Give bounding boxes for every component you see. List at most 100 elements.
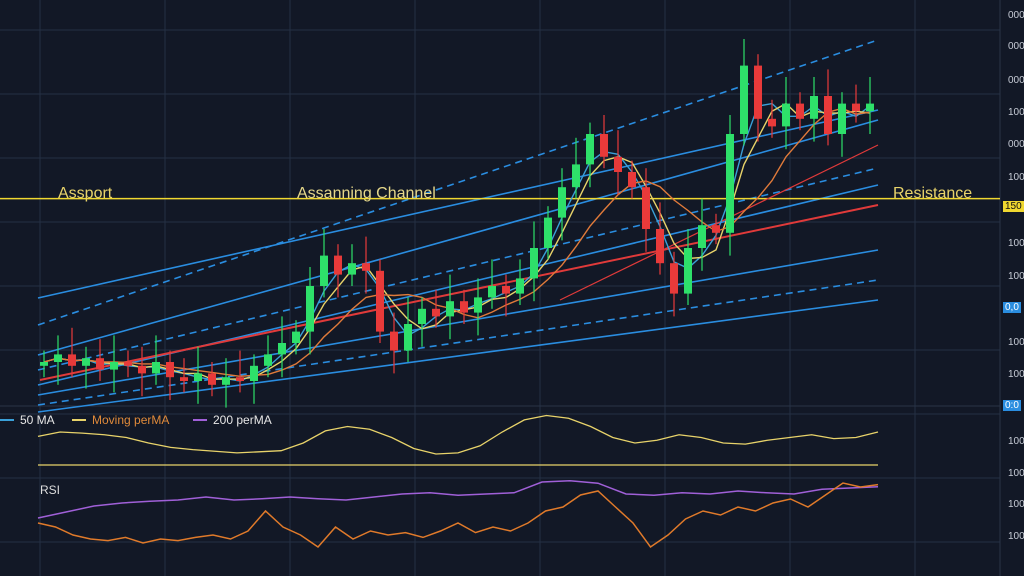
candle-body <box>600 134 608 157</box>
candle-body <box>726 134 734 233</box>
candle-body <box>628 172 636 188</box>
candle-body <box>306 286 314 332</box>
candle-body <box>684 248 692 294</box>
candle-body <box>488 286 496 298</box>
legend-swatch <box>72 419 86 421</box>
candle-body <box>852 103 860 112</box>
candle-body <box>166 362 174 378</box>
candle-body <box>390 331 398 351</box>
candle-body <box>208 373 216 385</box>
price-axis-label: 150 <box>1003 201 1024 212</box>
candle-body <box>516 278 524 294</box>
legend-swatch <box>193 419 207 421</box>
candle-body <box>110 362 118 370</box>
candle-body <box>68 354 76 366</box>
ma-line <box>43 107 871 378</box>
candle-body <box>222 377 230 385</box>
candle-body <box>572 164 580 188</box>
price-axis-label: 000 <box>1008 10 1024 21</box>
price-axis-label: 100 <box>1008 238 1024 249</box>
candle-body <box>502 286 510 294</box>
channel-label: Assanning Channel <box>297 185 436 202</box>
channel-line <box>37 279 879 406</box>
resistance-label: Resistance <box>893 185 973 202</box>
price-axis-label: 100 <box>1008 531 1024 542</box>
candle-body <box>614 156 622 172</box>
candle-body <box>656 229 664 264</box>
price-axis-label: 100 <box>1008 271 1024 282</box>
legend-swatch <box>0 419 14 421</box>
candle-body <box>446 301 454 317</box>
candle-body <box>642 187 650 229</box>
candle-body <box>404 324 412 351</box>
candle-body <box>320 255 328 286</box>
candle-body <box>292 331 300 343</box>
channel-line <box>37 109 879 299</box>
candle-body <box>460 301 468 313</box>
legend-label: 50 MA <box>20 413 55 427</box>
candle-body <box>264 354 272 366</box>
candle-body <box>474 297 482 313</box>
price-axis-label: 100 <box>1008 499 1024 510</box>
candle-body <box>530 248 538 279</box>
price-axis-label: 100 <box>1008 468 1024 479</box>
candle-body <box>740 65 748 134</box>
rsi-line <box>37 482 879 549</box>
price-axis-label: 100 <box>1008 369 1024 380</box>
price-axis-label: 100 <box>1008 172 1024 183</box>
candle-body <box>782 103 790 127</box>
price-axis-label: 000 <box>1008 139 1024 150</box>
candle-body <box>866 103 874 112</box>
channel-line <box>37 39 879 326</box>
price-axis-label: 100 <box>1008 107 1024 118</box>
candle-body <box>124 362 132 366</box>
legend-200ma: 200 perMA <box>193 413 272 427</box>
candle-body <box>194 373 202 381</box>
candle-body <box>698 225 706 248</box>
candle-body <box>418 308 426 324</box>
channel-line <box>37 249 879 396</box>
candle-body <box>54 354 62 362</box>
candle-body <box>348 263 356 275</box>
candle-body <box>96 358 104 370</box>
candle-body <box>432 308 440 317</box>
candle-body <box>152 362 160 374</box>
price-axis-label: 0,0 <box>1003 302 1021 313</box>
price-axis-label: 100 <box>1008 337 1024 348</box>
candle-body <box>138 365 146 374</box>
candle-body <box>754 65 762 119</box>
legend-label: Moving perMA <box>92 413 170 427</box>
candle-body <box>376 270 384 332</box>
candle-body <box>586 134 594 165</box>
candle-body <box>796 103 804 119</box>
candle-body <box>278 343 286 355</box>
channel-line <box>37 299 879 413</box>
price-axis-label: 0:0 <box>1003 400 1021 411</box>
candle-body <box>40 362 48 366</box>
candle-body <box>236 377 244 381</box>
rsi-label: RSI <box>40 483 61 497</box>
candle-body <box>82 358 90 366</box>
candle-body <box>768 118 776 127</box>
legend-moving-ma: Moving perMA <box>72 413 169 427</box>
trend-line <box>39 204 879 381</box>
channel-line <box>37 119 879 356</box>
trend-line <box>559 144 879 301</box>
candle-body <box>250 365 258 381</box>
candle-body <box>824 96 832 134</box>
candle-body <box>712 225 720 233</box>
candle-body <box>810 96 818 119</box>
candle-body <box>838 103 846 134</box>
support-label: Assport <box>58 185 113 202</box>
price-axis-label: 100 <box>1008 436 1024 447</box>
oscillator-line <box>37 414 879 455</box>
moving-ma-line <box>43 102 871 380</box>
candle-body <box>362 263 370 271</box>
legend-label: 200 perMA <box>213 413 272 427</box>
price-axis-label: 000 <box>1008 41 1024 52</box>
candle-body <box>558 187 566 218</box>
rsi-ma-line <box>37 480 879 519</box>
candle-body <box>544 217 552 248</box>
price-axis-label: 000 <box>1008 75 1024 86</box>
